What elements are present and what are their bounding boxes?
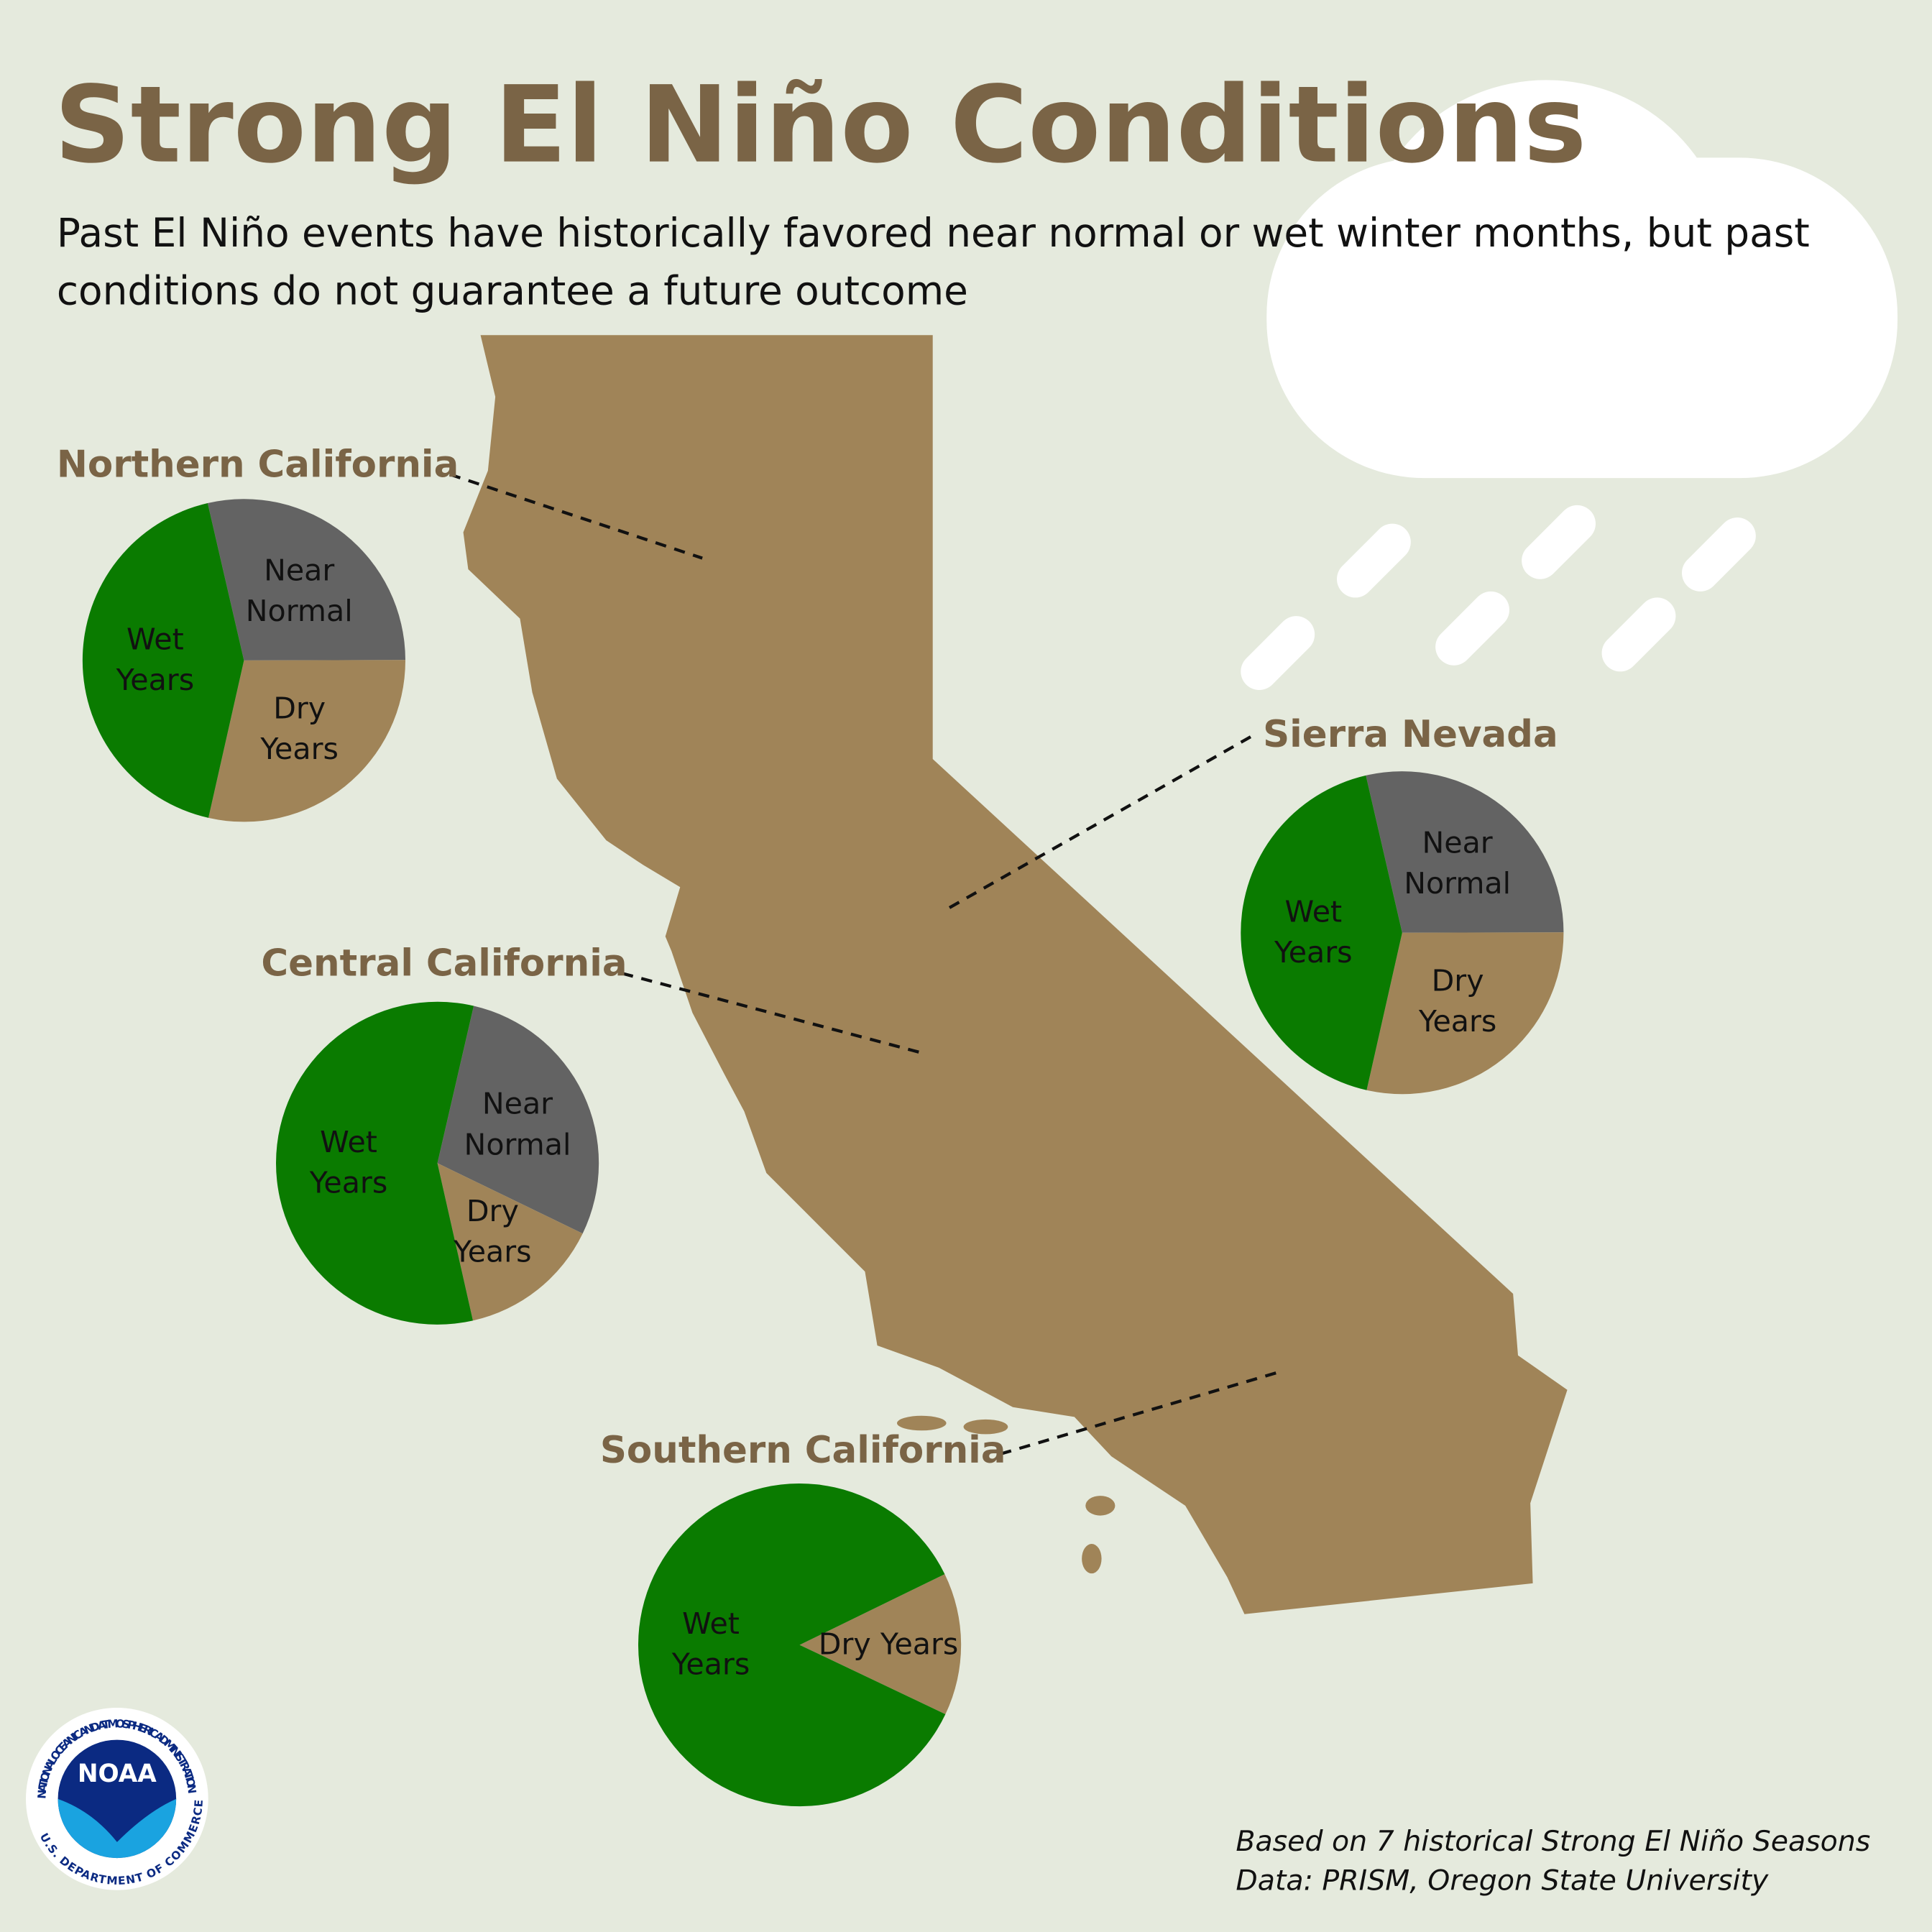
slice-label: Near Normal xyxy=(464,1086,571,1162)
slice-label: Dry Years xyxy=(260,691,339,767)
cloud xyxy=(1266,80,1898,479)
pie-title: Central California xyxy=(261,942,627,986)
note: Data: PRISM, Oregon State University xyxy=(1236,1865,1769,1898)
pie-slice xyxy=(638,1483,946,1807)
slice-label: Wet Years xyxy=(116,622,195,698)
slice-label: Near Normal xyxy=(1404,824,1512,901)
slice-label: Near Normal xyxy=(245,552,353,628)
pie-slice xyxy=(1241,775,1402,1090)
pie-slice xyxy=(207,499,405,661)
rain xyxy=(1241,505,1756,691)
pies xyxy=(82,499,1564,1807)
pie-slice xyxy=(208,660,405,822)
slice-label: Dry Years xyxy=(818,1627,959,1662)
slice-label: Dry Years xyxy=(1418,963,1497,1039)
pie-slice xyxy=(82,503,244,818)
slice-label: Wet Years xyxy=(309,1124,388,1200)
pie-slice xyxy=(275,1001,474,1325)
pie-title: Sierra Nevada xyxy=(1263,713,1558,757)
title: Strong El Niño Conditions xyxy=(54,64,1587,188)
pie-slice xyxy=(1366,771,1564,933)
pie-slice xyxy=(799,1574,962,1714)
pie-slice xyxy=(437,1163,583,1321)
california-map xyxy=(463,335,1568,1614)
slice-label: Dry Years xyxy=(454,1194,532,1270)
subtitle: Past El Niño events have historically fa… xyxy=(56,209,1810,315)
pie-slice xyxy=(437,1006,599,1234)
leader-lines xyxy=(449,472,1282,1455)
slice-label: Wet Years xyxy=(1274,894,1353,970)
noaa-logo: NATIONAL OCEANIC AND ATMOSPHERIC ADMINIS… xyxy=(26,1708,208,1890)
pie-title: Northern California xyxy=(56,443,459,487)
logo-name: NOAA xyxy=(78,1760,157,1788)
slice-label: Wet Years xyxy=(671,1607,750,1683)
note: Based on 7 historical Strong El Niño Sea… xyxy=(1236,1826,1871,1859)
pie-title: Southern California xyxy=(599,1429,1006,1473)
pie-slice xyxy=(1366,932,1564,1095)
